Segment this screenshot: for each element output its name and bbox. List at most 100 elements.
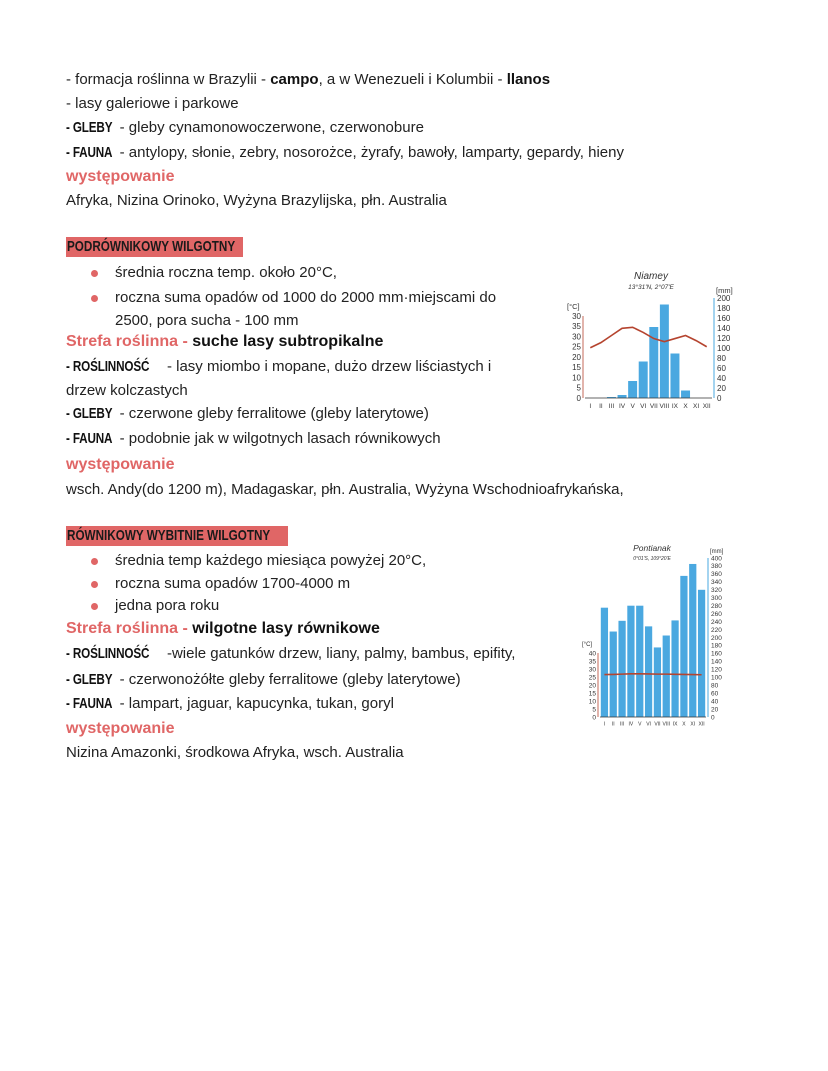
- bullet-text: średnia temp każdego miesiąca powyżej 20…: [115, 552, 427, 569]
- precipitation-bar: [628, 381, 638, 398]
- precipitation-bar: [638, 361, 648, 398]
- month-label: IX: [672, 403, 679, 410]
- soils-text: - czerwone gleby ferralitowe (gleby late…: [115, 405, 429, 422]
- right-tick-label: 200: [717, 294, 731, 303]
- section-heading-subequatorial: PODRÓWNIKOWY WILGOTNY: [66, 237, 243, 257]
- right-tick-label: 340: [711, 579, 722, 586]
- right-tick-label: 100: [711, 675, 722, 682]
- soils-text: - czerwonożółte gleby ferralitowe (gleby…: [115, 671, 461, 688]
- right-tick-label: 240: [711, 619, 722, 626]
- right-tick-label: 280: [711, 603, 722, 610]
- month-label: II: [599, 403, 603, 410]
- chart-title: Pontianak: [633, 543, 672, 553]
- temperature-line: [604, 672, 702, 676]
- left-tick-label: 0: [592, 714, 596, 721]
- bullet-text: roczna suma opadów od 1000 do 2000 mm·mi…: [115, 289, 497, 306]
- right-tick-label: 360: [711, 571, 722, 578]
- month-label: X: [683, 403, 688, 410]
- right-tick-label: 60: [717, 364, 726, 373]
- chart-title: Niamey: [634, 271, 669, 282]
- left-tick-label: 15: [589, 690, 597, 697]
- precipitation-bar: [681, 390, 691, 398]
- bullet-text: średnia roczna temp. około 20°C,: [115, 264, 337, 281]
- left-tick-label: 15: [572, 363, 581, 372]
- fauna-line: - FAUNA - lampart, jaguar, kapucynka, tu…: [66, 695, 394, 713]
- month-label: III: [609, 403, 615, 410]
- term-campo: campo: [270, 71, 319, 88]
- precipitation-bar: [671, 620, 679, 717]
- zone-value: wilgotne lasy równikowe: [192, 620, 380, 637]
- left-axis-label: [°C]: [582, 642, 592, 648]
- month-label: VII: [650, 403, 658, 410]
- bullet-item: średnia roczna temp. około 20°C,: [91, 264, 337, 282]
- right-tick-label: 300: [711, 595, 722, 602]
- right-tick-label: 100: [717, 344, 731, 353]
- precipitation-bar: [697, 589, 706, 717]
- left-tick-label: 10: [589, 698, 597, 705]
- right-tick-label: 120: [711, 667, 722, 674]
- right-tick-label: 60: [711, 690, 719, 697]
- precipitation-bar: [617, 395, 627, 398]
- month-label: IX: [673, 722, 678, 728]
- bullet-text: jedna pora roku: [115, 597, 220, 614]
- left-tick-label: 30: [572, 332, 581, 341]
- left-tick-label: 20: [589, 682, 597, 689]
- month-label: V: [638, 722, 642, 728]
- fauna-label: - FAUNA: [66, 430, 113, 447]
- month-label: XI: [693, 403, 699, 410]
- vegetation-line: - ROŚLINNOŚĆ -wiele gatunków drzew, lian…: [66, 645, 515, 663]
- month-label: XI: [690, 722, 695, 728]
- right-tick-label: 260: [711, 611, 722, 618]
- vegetation-text: - lasy miombo i mopane, dużo drzew liści…: [162, 358, 492, 375]
- right-tick-label: 320: [711, 587, 722, 594]
- right-tick-label: 80: [711, 682, 719, 689]
- term-llanos: llanos: [506, 71, 551, 88]
- precipitation-bar: [653, 647, 662, 717]
- right-tick-label: 400: [711, 555, 722, 562]
- right-tick-label: 160: [711, 651, 722, 658]
- precipitation-bar: [600, 607, 609, 717]
- bullet-item: jedna pora roku: [90, 597, 220, 615]
- heading-text: RÓWNIKOWY WYBITNIE WILGOTNY: [67, 527, 271, 544]
- zone-value: suche lasy subtropikalne: [192, 333, 384, 350]
- month-label: X: [682, 722, 686, 728]
- month-label: VIII: [662, 722, 670, 728]
- month-label: VII: [654, 722, 660, 728]
- heading-text: PODRÓWNIKOWY WILGOTNY: [67, 238, 236, 255]
- precipitation-bar: [659, 304, 669, 398]
- right-tick-label: 120: [717, 334, 731, 343]
- month-label: VI: [640, 403, 646, 410]
- month-label: II: [612, 722, 615, 728]
- vegetation-zone: Strefa roślinna - suche lasy subtropikal…: [66, 333, 383, 351]
- precipitation-bar: [680, 575, 688, 717]
- right-tick-label: 140: [711, 659, 722, 666]
- occurrence-heading: występowanie: [66, 456, 175, 473]
- precipitation-bar: [606, 397, 616, 398]
- right-tick-label: 80: [717, 354, 726, 363]
- bullet-text: roczna suma opadów 1700-4000 m: [115, 575, 351, 592]
- left-tick-label: 0: [577, 394, 582, 403]
- precipitation-bar: [649, 327, 659, 398]
- text: - formacja roślinna w Brazylii -: [66, 71, 271, 88]
- right-tick-label: 380: [711, 563, 722, 570]
- month-label: VI: [646, 722, 651, 728]
- left-tick-label: 35: [572, 322, 581, 331]
- occurrence-text: Afryka, Nizina Orinoko, Wyżyna Brazylijs…: [66, 192, 447, 209]
- month-label: XII: [699, 722, 705, 728]
- right-tick-label: 40: [717, 374, 726, 383]
- left-axis-label: [°C]: [567, 302, 580, 311]
- soils-line: - GLEBY - czerwonożółte gleby ferralitow…: [66, 671, 461, 689]
- vegetation-label: - ROŚLINNOŚĆ: [66, 358, 150, 375]
- right-tick-label: 0: [717, 394, 722, 403]
- bullet-item: roczna suma opadów od 1000 do 2000 mm·mi…: [90, 289, 497, 307]
- vegetation-line: - formacja roślinna w Brazylii - campo, …: [66, 71, 550, 89]
- month-label: III: [620, 722, 624, 728]
- left-tick-label: 30: [589, 666, 597, 673]
- vegetation-line: - ROŚLINNOŚĆ - lasy miombo i mopane, duż…: [66, 358, 491, 376]
- zone-label: Strefa roślinna -: [66, 333, 193, 350]
- occurrence-heading: występowanie: [66, 720, 175, 737]
- right-tick-label: 200: [711, 635, 722, 642]
- precipitation-bar: [644, 626, 653, 717]
- vegetation-text: -wiele gatunków drzew, liany, palmy, bam…: [162, 645, 516, 662]
